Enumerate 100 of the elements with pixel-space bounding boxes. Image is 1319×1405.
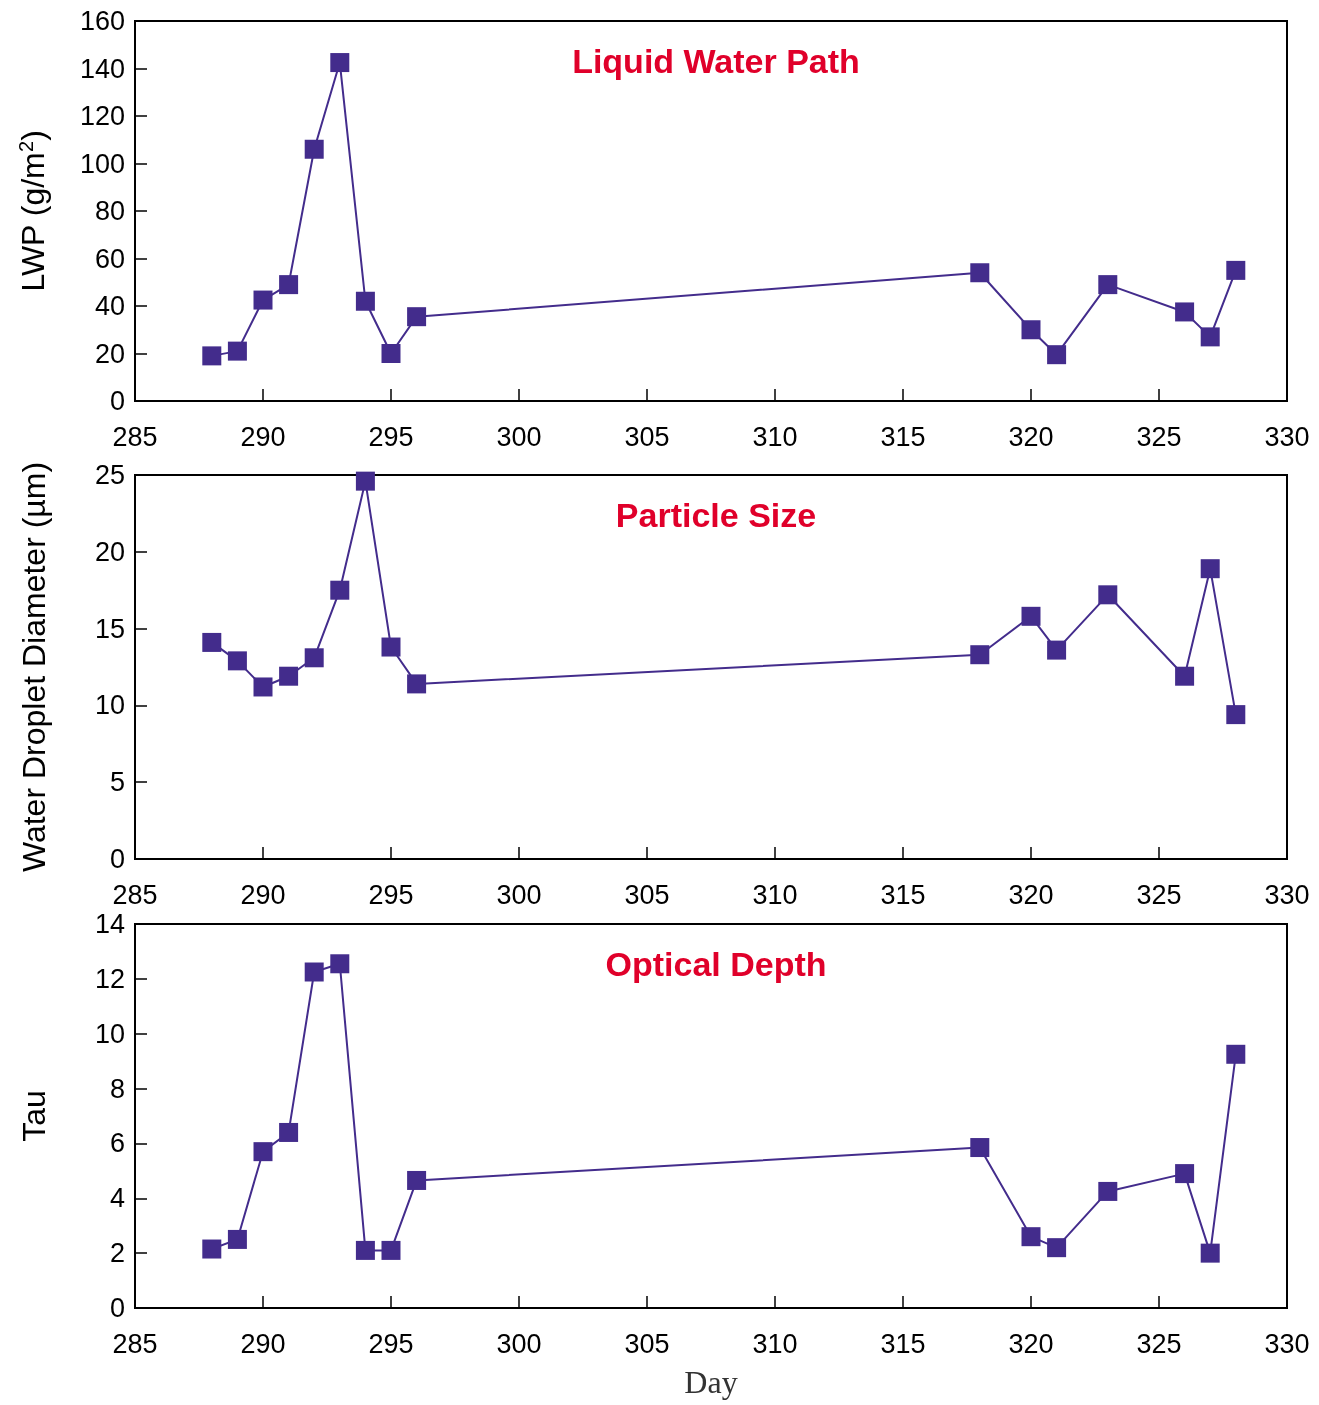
- x-tick-label: 290: [240, 1328, 286, 1359]
- point: [407, 1170, 427, 1190]
- text: Particle Size: [615, 496, 817, 534]
- y-tick-label: 80: [94, 196, 125, 226]
- x-tick-label: 315: [880, 879, 926, 910]
- x-tick-label: 315: [880, 1328, 926, 1359]
- point: [1200, 1243, 1220, 1263]
- point: [407, 674, 427, 694]
- point: [1226, 1044, 1246, 1064]
- y-tick-label: 20: [94, 536, 125, 567]
- x-tick-label: 300: [496, 421, 542, 452]
- x-tick-label: 300: [496, 1328, 542, 1359]
- y-tick-label: 40: [94, 291, 125, 321]
- y-tick-label: 160: [79, 6, 125, 36]
- point: [355, 471, 375, 491]
- point: [304, 648, 324, 668]
- point: [279, 1122, 299, 1142]
- point: [381, 637, 401, 657]
- x-tick-label: 330: [1264, 421, 1310, 452]
- x-tick-label: 285: [112, 1328, 158, 1359]
- point: [202, 1239, 222, 1259]
- point: [227, 341, 247, 361]
- point: [1175, 1164, 1195, 1184]
- y-tick-label: 0: [109, 386, 125, 416]
- y-tick-label: 10: [94, 690, 125, 721]
- point: [227, 1229, 247, 1249]
- point: [253, 1142, 273, 1162]
- point: [253, 677, 273, 697]
- y-tick-label: 0: [109, 1293, 125, 1323]
- point: [381, 344, 401, 363]
- point: [253, 290, 273, 310]
- x-tick-label: 325: [1136, 879, 1182, 910]
- point: [202, 346, 222, 366]
- y-tick-label: 25: [94, 460, 125, 490]
- x-tick-label: 305: [624, 421, 670, 452]
- y-tick-label: 8: [109, 1073, 125, 1104]
- point: [330, 954, 350, 974]
- point: [1226, 260, 1246, 280]
- x-tick-label: 285: [112, 879, 158, 910]
- y-tick-label: 6: [109, 1128, 125, 1159]
- point: [304, 962, 324, 982]
- point: [1098, 585, 1118, 605]
- y-tick-label: 10: [94, 1018, 125, 1049]
- point: [330, 580, 350, 600]
- y-tick-label: 15: [94, 613, 125, 644]
- x-tick-label: 305: [624, 879, 670, 910]
- y-tick-label: 0: [109, 844, 125, 874]
- point: [1047, 1238, 1067, 1258]
- point: [970, 263, 990, 283]
- x-tick-label: 320: [1008, 879, 1054, 910]
- x-tick-label: 300: [496, 879, 542, 910]
- x-tick-label: 305: [624, 1328, 670, 1359]
- x-tick-label: 325: [1136, 421, 1182, 452]
- x-tick-label: 330: [1264, 879, 1310, 910]
- x-tick-label: 290: [240, 879, 286, 910]
- point: [1200, 559, 1220, 579]
- x-tick-label: 315: [880, 421, 926, 452]
- y-tick-label: 2: [109, 1238, 125, 1269]
- point: [227, 651, 247, 671]
- point: [1175, 302, 1195, 322]
- point: [279, 275, 299, 295]
- point: [304, 139, 324, 159]
- x-axis-title: Day: [684, 1364, 738, 1400]
- x-tick-label: 295: [368, 421, 414, 452]
- point: [279, 666, 299, 686]
- point: [970, 1138, 990, 1158]
- point: [1047, 345, 1067, 365]
- x-tick-label: 295: [368, 1328, 414, 1359]
- x-tick-label: 310: [752, 879, 798, 910]
- point: [1021, 606, 1041, 626]
- x-tick-label: 320: [1008, 421, 1054, 452]
- y-tick-label: 12: [94, 963, 125, 994]
- point: [1047, 640, 1067, 660]
- x-tick-label: 330: [1264, 1328, 1310, 1359]
- y-tick-label: 100: [79, 148, 125, 179]
- point: [1098, 275, 1118, 295]
- x-tick-label: 310: [752, 1328, 798, 1359]
- y-tick-label: 140: [79, 53, 125, 84]
- point: [381, 1240, 401, 1260]
- y-tick-label: 120: [79, 101, 125, 131]
- point: [407, 307, 427, 327]
- y-axis-title: LWP (g/m2): [15, 130, 51, 292]
- point: [1226, 705, 1246, 725]
- text: Liquid Water Path: [572, 42, 860, 80]
- y-tick-label: 4: [109, 1183, 125, 1214]
- x-tick-label: 310: [752, 421, 798, 452]
- x-tick-label: 295: [368, 879, 414, 910]
- y-tick-label: 5: [109, 767, 125, 798]
- point: [330, 53, 350, 73]
- x-tick-label: 325: [1136, 1328, 1182, 1359]
- y-axis-title: Tau: [16, 1090, 52, 1142]
- point: [970, 645, 990, 665]
- y-axis-title: Water Droplet Diameter (µm): [16, 461, 52, 873]
- x-tick-label: 290: [240, 421, 286, 452]
- point: [1098, 1181, 1118, 1201]
- y-tick-label: 14: [94, 909, 125, 939]
- y-tick-label: 60: [94, 243, 125, 274]
- point: [355, 1240, 375, 1260]
- point: [202, 632, 222, 652]
- point: [1200, 327, 1220, 347]
